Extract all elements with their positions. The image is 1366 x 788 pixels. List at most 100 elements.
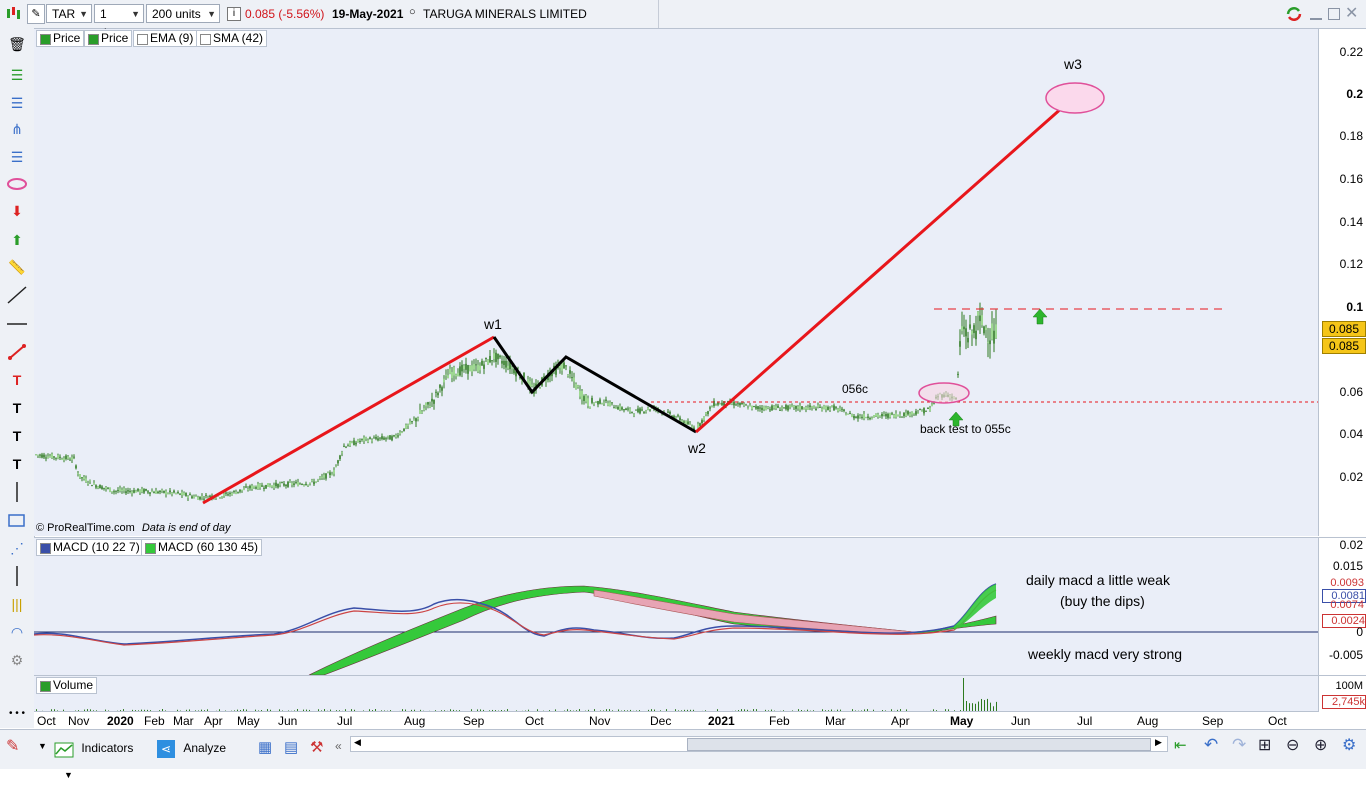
candle-body [739,403,741,405]
up-arrow-icon[interactable]: ⬆ [5,229,29,251]
scroll-left-icon[interactable]: « [335,739,342,753]
candle-body [701,420,703,423]
fibonacci-arcs-icon[interactable]: ||| [5,593,29,615]
symbol-select[interactable]: TAR▼ [46,4,92,23]
ellipse-icon[interactable] [5,173,29,195]
fibonacci-time-icon[interactable]: ⋔ [5,118,29,140]
share-icon: ⋖ [157,740,175,758]
price-axis[interactable]: 0.22 0.2 0.18 0.16 0.14 0.12 0.1 0.085 0… [1318,29,1366,536]
candle-body [803,408,805,409]
candle-body [579,391,581,397]
magnet-icon[interactable]: ⚙ [5,649,29,671]
candle-body [251,486,253,489]
volume-panel[interactable]: Volume [34,675,1318,712]
chart-settings-icon[interactable]: ⚙ [1342,735,1356,755]
candle-body [879,416,881,417]
candle-body [347,445,349,446]
chart-type-icon[interactable] [5,5,21,21]
x-tick: Jul [1077,714,1092,728]
refresh-icon[interactable] [1284,5,1304,23]
draw-pencil-icon[interactable]: ✎ [6,736,19,756]
candle-body [717,403,719,405]
candle-body [433,400,435,404]
candle-body [37,455,39,456]
close-icon[interactable]: ✕ [1345,3,1358,23]
candle-body [311,480,313,481]
fibonacci-extension-icon[interactable]: ☰ [5,146,29,168]
zoom-fit-icon[interactable]: ⊞ [1258,735,1271,755]
chevron-down-icon[interactable]: ▼ [38,741,47,751]
vertical-line-2-icon[interactable] [5,565,29,587]
scroll-left-arrow-icon[interactable]: ◀ [354,737,361,748]
macd-panel[interactable]: daily macd a little weak (buy the dips) … [34,537,1318,675]
gauge-icon[interactable]: ◠ [5,621,29,643]
horizontal-scrollbar[interactable]: ◀ ▶ [350,736,1168,752]
quote-date: 19-May-2021 [332,7,403,21]
minimize-icon[interactable] [1310,6,1322,20]
volume-axis[interactable]: 100M 2,745k [1318,675,1366,712]
candle-body [247,489,249,490]
macd-axis[interactable]: 0.02 0.015 0.0093 0.0081 0.0074 0.0024 0… [1318,537,1366,675]
backtest-icon[interactable]: ▤ [284,738,298,756]
price-tag-2[interactable]: Price [84,30,132,47]
text-large-icon[interactable]: T [5,453,29,475]
redo-icon[interactable]: ↷ [1232,735,1246,755]
macd-weekly-tag[interactable]: MACD (60 130 45) [141,539,262,556]
text-icon[interactable]: T [5,397,29,419]
units-select[interactable]: 200 units▼ [146,4,220,23]
undo-icon[interactable]: ↶ [1204,735,1218,755]
units-value: 200 units [152,7,201,21]
down-arrow-icon[interactable]: ⬇ [5,200,29,222]
candle-body [363,437,365,440]
trash-icon[interactable]: 🗑 [5,33,29,55]
price-tag-1[interactable]: Price [36,30,84,47]
price-chart-panel[interactable]: w1 w2 w3 056c back test to 055c Price Pr… [34,29,1318,536]
fibonacci-retracement-icon[interactable]: ☰ [5,64,29,86]
text-bold-icon[interactable]: T [5,425,29,447]
edit-icon[interactable]: ✎ [27,4,45,24]
screener-icon[interactable]: ▦ [258,738,272,756]
scroll-right-arrow-icon[interactable]: ▶ [1155,737,1162,748]
sma-tag[interactable]: SMA (42) [196,30,267,47]
candle-body [159,491,161,492]
indicators-button[interactable]: Indicators ▼ [54,735,154,761]
analyze-button[interactable]: ⋖ Analyze [157,735,252,761]
candle-body [393,435,395,436]
candle-body [855,417,857,418]
zoom-in-icon[interactable]: ⊕ [1314,735,1327,755]
candle-body [367,440,369,442]
x-tick: 2020 [107,714,134,728]
trendline-icon[interactable] [5,284,29,306]
fibonacci-fan-icon[interactable]: ☰ [5,92,29,114]
time-axis[interactable]: Oct Nov 2020 Feb Mar Apr May Jun Jul Aug… [34,711,1318,730]
candle-body [925,411,927,412]
text-red-icon[interactable]: T [5,369,29,391]
horizontal-line-icon[interactable] [5,313,29,335]
zoom-out-icon[interactable]: ⊖ [1286,735,1299,755]
auto-scroll-icon[interactable]: ⇤ [1174,736,1187,754]
ruler-icon[interactable]: 📏 [5,256,29,278]
scrollbar-thumb[interactable] [687,738,1151,751]
candle-body [373,438,375,439]
candle-body [979,316,981,322]
ema-tag[interactable]: EMA (9) [133,30,197,47]
candle-body [153,492,155,493]
y-tick: 0.12 [1340,257,1363,271]
vertical-line-icon[interactable] [5,481,29,503]
maximize-icon[interactable] [1328,8,1340,20]
candle-body [641,409,643,410]
macd-daily-tag[interactable]: MACD (10 22 7) [36,539,144,556]
candle-body [961,326,963,331]
candle-body [743,404,745,405]
info-icon[interactable]: i [227,7,241,21]
volume-tag[interactable]: Volume [36,677,97,694]
timeframe-select[interactable]: 1 day▼ [94,4,144,23]
pitchfork-icon[interactable]: ⋰ [5,537,29,559]
candle-body [189,494,191,495]
segment-icon[interactable] [5,341,29,363]
wave-3-line [696,99,1072,432]
trading-icon[interactable]: ⚒ [310,738,323,756]
candle-body [191,496,193,498]
more-tools-icon[interactable]: • • • [5,703,29,725]
rectangle-icon[interactable] [5,509,29,531]
